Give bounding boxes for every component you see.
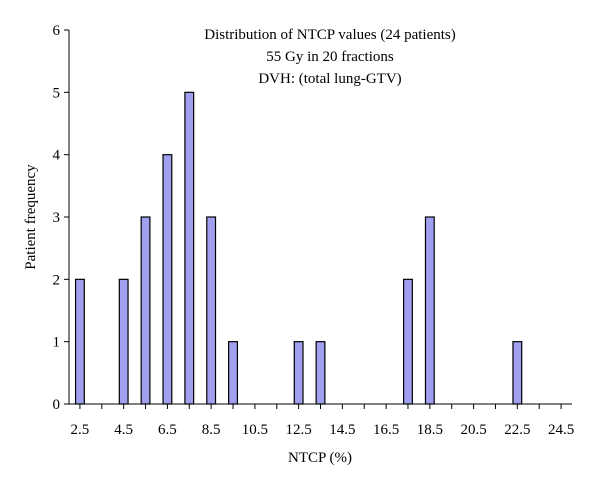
title-line-3: DVH: (total lung-GTV) (258, 71, 401, 87)
bar-8.5 (206, 216, 217, 405)
bars-group (74, 91, 523, 405)
bar-22.5 (512, 341, 523, 405)
x-tick-label: 20.5 (460, 422, 486, 438)
y-tick-label: 0 (53, 397, 61, 413)
chart-title: Distribution of NTCP values (24 patients… (204, 27, 456, 87)
bar-12.5 (293, 341, 304, 405)
bar-5.5 (140, 216, 151, 405)
y-tick-label: 5 (53, 85, 61, 101)
bar-9.5 (228, 341, 238, 405)
title-line-2: 55 Gy in 20 fractions (266, 49, 394, 65)
bar-4.5 (118, 278, 129, 405)
bar-2.5 (74, 278, 85, 405)
y-tick-label: 6 (53, 23, 61, 39)
x-tick-label: 12.5 (286, 422, 312, 438)
x-tick-label: 4.5 (114, 422, 133, 438)
bar-6.5 (162, 154, 173, 405)
x-tick-label: 6.5 (158, 422, 177, 438)
bar-18.5 (424, 216, 435, 405)
y-tick-label: 4 (53, 148, 61, 164)
bar-13.5 (315, 341, 326, 405)
y-axis-ticks: 0 1 2 3 4 5 6 (53, 23, 69, 413)
x-tick-label: 2.5 (71, 422, 90, 438)
x-tick-label: 8.5 (202, 422, 221, 438)
x-tick-label: 24.5 (548, 422, 574, 438)
y-tick-label: 1 (53, 335, 61, 351)
x-tick-label: 18.5 (417, 422, 443, 438)
bar-7.5 (184, 91, 195, 405)
x-axis-label: NTCP (%) (288, 450, 352, 466)
x-axis-ticks: 2.5 4.5 6.5 8.5 10.5 12.5 14.5 16.5 18.5 20.5 22.5… (71, 404, 574, 438)
bar-17.5 (403, 278, 413, 405)
y-tick-label: 3 (53, 210, 61, 226)
x-tick-label: 22.5 (504, 422, 530, 438)
y-tick-label: 2 (53, 272, 61, 288)
y-axis-label: Patient frequency (23, 164, 39, 270)
x-tick-label: 14.5 (329, 422, 355, 438)
x-tick-label: 16.5 (373, 422, 399, 438)
x-tick-label: 10.5 (242, 422, 268, 438)
title-line-1: Distribution of NTCP values (24 patients… (204, 27, 456, 43)
